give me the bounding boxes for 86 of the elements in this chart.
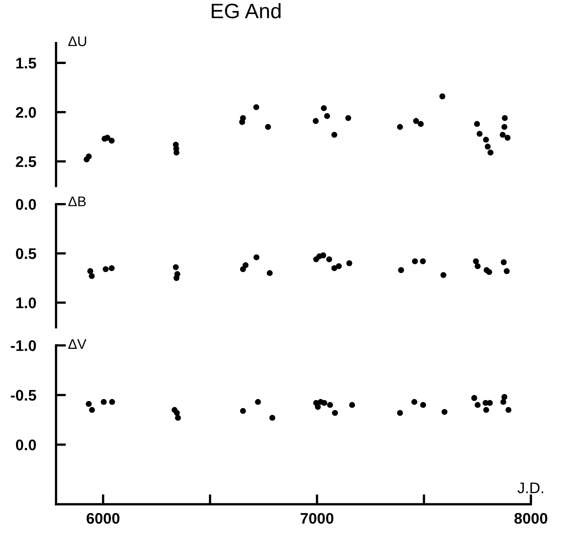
point [500, 399, 506, 405]
point [255, 399, 261, 405]
x-tick-label: 8000 [514, 512, 548, 524]
point [483, 136, 489, 143]
x-tick-label: 6000 [86, 512, 120, 524]
point [501, 394, 508, 400]
point [472, 258, 479, 264]
point [324, 113, 330, 120]
point [471, 395, 478, 401]
point [474, 263, 481, 270]
point [266, 270, 273, 276]
point [345, 115, 352, 121]
point [413, 118, 419, 124]
point [174, 410, 180, 416]
point [439, 93, 446, 100]
point [320, 105, 327, 112]
x-tick-label: 7000 [300, 512, 334, 524]
y-tick-label: 2.5 [16, 156, 36, 168]
point [504, 268, 510, 274]
point [312, 118, 319, 124]
point [349, 402, 356, 408]
point [332, 410, 338, 416]
point [174, 275, 180, 281]
y-tick-label: -0.5 [10, 390, 36, 401]
point [89, 406, 95, 413]
y-axis-title: ΔU [68, 36, 86, 46]
chart-title: EG And [212, 3, 281, 18]
point [346, 260, 352, 266]
y-tick-label: 0.0 [16, 199, 36, 210]
point [442, 408, 448, 415]
point [327, 402, 333, 408]
point [501, 124, 508, 130]
point [506, 406, 512, 413]
point [253, 104, 260, 110]
point [488, 150, 494, 156]
y-axis-title: ΔV [68, 339, 86, 349]
point [500, 132, 506, 138]
point [326, 256, 332, 262]
point [320, 252, 326, 258]
point [242, 262, 248, 268]
point [87, 268, 94, 274]
point [483, 406, 490, 413]
point [86, 154, 92, 160]
point [108, 265, 115, 272]
point [411, 399, 418, 405]
point [418, 121, 424, 127]
x-axis-title: J.D. [518, 482, 544, 494]
point [240, 115, 246, 121]
point [397, 124, 403, 130]
point [500, 259, 507, 266]
point [102, 266, 109, 272]
point [254, 254, 260, 260]
point [484, 144, 491, 150]
y-tick-label: 1.5 [16, 58, 36, 69]
point [474, 402, 481, 408]
point [269, 414, 276, 421]
point [86, 401, 92, 407]
y-tick-label: 1.0 [16, 298, 36, 308]
point [412, 258, 418, 264]
point [314, 404, 321, 410]
point [172, 264, 179, 270]
point [486, 269, 492, 276]
point [108, 138, 115, 144]
point [240, 408, 246, 414]
point [331, 132, 338, 138]
point [265, 124, 271, 130]
point [420, 402, 426, 408]
point [474, 121, 480, 127]
point [321, 400, 328, 406]
y-axis-title: ΔB [68, 196, 86, 206]
point [397, 410, 403, 416]
point [440, 272, 446, 278]
point [100, 399, 107, 405]
y-tick-label: 0.5 [16, 248, 36, 260]
y-tick-label: -1.0 [10, 340, 36, 352]
point [109, 399, 116, 405]
y-tick-label: 0.0 [16, 440, 36, 450]
point [504, 134, 511, 141]
point [88, 273, 95, 279]
point [398, 267, 404, 274]
point [175, 414, 181, 421]
point [476, 130, 483, 137]
point [420, 258, 426, 264]
y-tick-label: 2.0 [16, 107, 36, 118]
point [502, 115, 508, 121]
point [336, 263, 342, 270]
